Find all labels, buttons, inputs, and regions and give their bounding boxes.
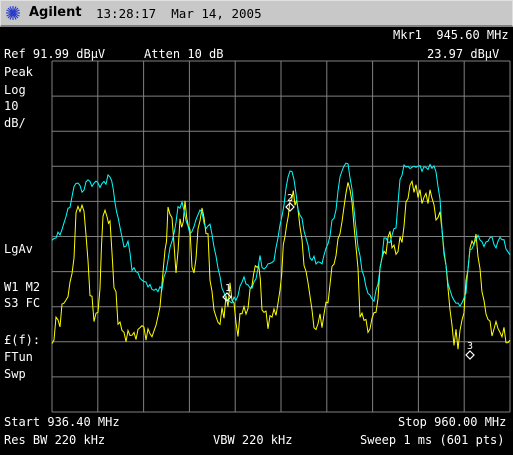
time: 13:28:17 <box>96 6 157 21</box>
correction-function: £(f): <box>4 333 41 347</box>
resolution-bandwidth: Res BW 220 kHz <box>4 433 106 447</box>
marker-1-label: 1 <box>225 283 231 294</box>
timestamp: 13:28:17 Mar 14, 2005 <box>96 6 262 21</box>
detector-mode: Peak <box>4 65 33 79</box>
trace-average <box>51 179 511 350</box>
average-type: LgAv <box>4 242 33 256</box>
trace-status-2: S3 FC <box>4 296 41 310</box>
graticule <box>51 60 511 413</box>
marker-amplitude: 23.97 dBµV <box>427 47 500 61</box>
sweep-mode: Swp <box>4 367 26 381</box>
marker-3-label: 3 <box>467 341 473 352</box>
marker-readout: Mkr1 945.60 MHz <box>393 28 509 42</box>
reference-level: Ref 91.99 dBµV <box>4 47 106 61</box>
stop-frequency: Stop 960.00 MHz <box>398 415 507 429</box>
marker-1-diamond[interactable] <box>222 292 232 302</box>
freq-tune: FTun <box>4 350 33 364</box>
video-bandwidth: VBW 220 kHz <box>213 433 293 447</box>
scale-type: Log <box>4 83 26 97</box>
marker-2-label: 2 <box>287 193 293 204</box>
scale-unit: dB/ <box>4 116 26 130</box>
sweep-time: Sweep 1 ms (601 pts) <box>360 433 505 447</box>
scale-value: 10 <box>4 99 19 113</box>
start-frequency: Start 936.40 MHz <box>4 415 120 429</box>
brand-name: Agilent <box>29 5 82 20</box>
agilent-logo-icon <box>6 6 20 20</box>
trace-peak <box>51 162 511 308</box>
marker-label: Mkr1 <box>393 28 422 42</box>
title-bar: Agilent 13:28:17 Mar 14, 2005 <box>0 0 513 27</box>
marker-1[interactable]: 1 <box>222 283 232 302</box>
attenuation: Atten 10 dB <box>144 47 224 61</box>
marker-frequency: 945.60 MHz <box>436 28 509 42</box>
marker-3-diamond[interactable] <box>465 350 475 360</box>
trace-status-1: W1 M2 <box>4 280 41 294</box>
marker-2-diamond[interactable] <box>285 202 295 212</box>
marker-2[interactable]: 2 <box>285 193 295 212</box>
date: Mar 14, 2005 <box>171 6 262 21</box>
marker-3[interactable]: 3 <box>465 341 475 360</box>
